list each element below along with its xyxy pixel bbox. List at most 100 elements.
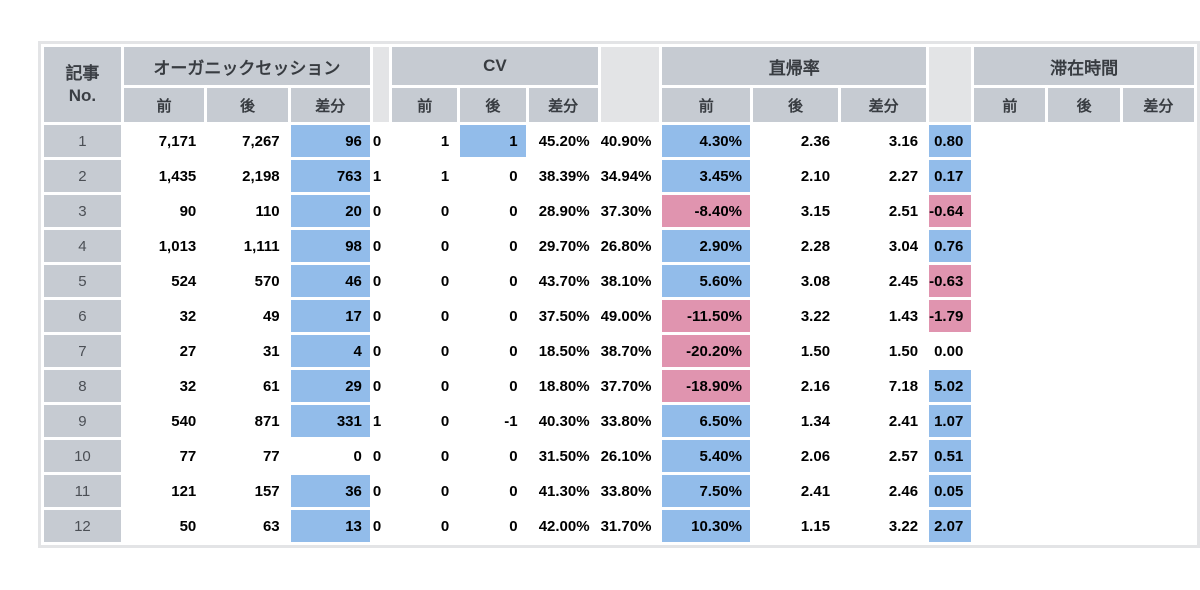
bounce-after-cell: 38.10% [600,265,660,297]
organic-diff-cell: 4 [290,335,370,367]
time-after-cell: 2.46 [841,475,927,507]
bounce-after-cell: 37.30% [600,195,660,227]
cv-before-cell: 0 [372,125,390,157]
time-diff-cell: 0.00 [929,335,972,367]
cv-before-cell: 0 [372,475,390,507]
time-diff-cell: 5.02 [929,370,972,402]
time-before-cell: 3.15 [753,195,839,227]
organic-after-cell: 570 [207,265,288,297]
cv-before-cell: 0 [372,265,390,297]
subheader-organic-diff: 差分 [290,88,370,122]
cv-before-cell: 0 [372,370,390,402]
bounce-before-cell: 40.30% [528,405,598,437]
table-row: 1 7,171 7,267 96 0 1 1 45.20% 40.90% 4.30% 2.36 3.1… [44,125,1194,157]
organic-diff-cell: 96 [290,125,370,157]
organic-diff-cell: 0 [290,440,370,472]
time-after-cell: 2.57 [841,440,927,472]
bounce-after-cell: 40.90% [600,125,660,157]
row-number-cell: 3 [44,195,121,227]
time-diff-cell: 2.07 [929,510,972,542]
subheader-time-after: 後 [1048,88,1120,122]
cv-diff-cell: 0 [460,230,526,262]
row-number-cell: 4 [44,230,121,262]
organic-after-cell: 77 [207,440,288,472]
group-separator [929,47,972,122]
table-row: 2 1,435 2,198 763 1 1 0 38.39% 34.94% 3.45% 2.10 2.… [44,160,1194,192]
organic-diff-cell: 17 [290,300,370,332]
time-before-cell: 3.22 [753,300,839,332]
organic-diff-cell: 13 [290,510,370,542]
time-before-cell: 2.16 [753,370,839,402]
organic-after-cell: 31 [207,335,288,367]
time-before-cell: 2.06 [753,440,839,472]
cv-after-cell: 0 [392,440,458,472]
row-number-cell: 8 [44,370,121,402]
bounce-diff-cell: 10.30% [662,510,750,542]
cv-before-cell: 0 [372,335,390,367]
row-number-cell: 6 [44,300,121,332]
table-row: 11 121 157 36 0 0 0 41.30% 33.80% 7.50% 2.41 2.46 0.… [44,475,1194,507]
metrics-comparison-table: 記事 No. オーガニックセッション CV 直帰率 滞在時間 前 後 差分 前 … [41,44,1197,545]
row-number-cell: 5 [44,265,121,297]
subheader-bounce-after: 後 [753,88,839,122]
table-row: 9 540 871 331 1 0 -1 40.30% 33.80% 6.50% 1.34 2.41 1… [44,405,1194,437]
cv-diff-cell: 0 [460,510,526,542]
cv-diff-cell: 0 [460,370,526,402]
organic-diff-cell: 29 [290,370,370,402]
bounce-before-cell: 29.70% [528,230,598,262]
bounce-after-cell: 33.80% [600,405,660,437]
sub-header-row: 前 後 差分 前 後 差分 前 後 差分 前 後 差分 [44,88,1194,122]
organic-before-cell: 32 [123,300,205,332]
organic-after-cell: 63 [207,510,288,542]
time-before-cell: 1.34 [753,405,839,437]
organic-before-cell: 7,171 [123,125,205,157]
row-number-cell: 2 [44,160,121,192]
cv-after-cell: 0 [392,195,458,227]
bounce-diff-cell: 2.90% [662,230,750,262]
organic-after-cell: 7,267 [207,125,288,157]
group-header-cv: CV [392,47,598,85]
bounce-after-cell: 31.70% [600,510,660,542]
bounce-after-cell: 33.80% [600,475,660,507]
time-after-cell: 2.45 [841,265,927,297]
row-number-cell: 10 [44,440,121,472]
bounce-after-cell: 38.70% [600,335,660,367]
bounce-after-cell: 26.10% [600,440,660,472]
organic-before-cell: 1,013 [123,230,205,262]
time-after-cell: 3.16 [841,125,927,157]
cv-diff-cell: 0 [460,265,526,297]
organic-after-cell: 871 [207,405,288,437]
organic-diff-cell: 763 [290,160,370,192]
time-diff-cell: -0.64 [929,195,972,227]
organic-diff-cell: 36 [290,475,370,507]
time-after-cell: 1.43 [841,300,927,332]
organic-before-cell: 90 [123,195,205,227]
cv-after-cell: 0 [392,405,458,437]
bounce-diff-cell: -8.40% [662,195,750,227]
bounce-diff-cell: -20.20% [662,335,750,367]
bounce-after-cell: 37.70% [600,370,660,402]
cv-after-cell: 0 [392,475,458,507]
organic-diff-cell: 331 [290,405,370,437]
bounce-diff-cell: 5.60% [662,265,750,297]
cv-before-cell: 0 [372,300,390,332]
cv-after-cell: 0 [392,265,458,297]
table-row: 8 32 61 29 0 0 0 18.80% 37.70% -18.90% 2.16 7.18 5.0… [44,370,1194,402]
row-number-cell: 11 [44,475,121,507]
subheader-time-diff: 差分 [1122,88,1194,122]
time-diff-cell: -1.79 [929,300,972,332]
cv-before-cell: 1 [372,160,390,192]
group-header-bounce-rate: 直帰率 [662,47,927,85]
cv-diff-cell: 1 [460,125,526,157]
time-diff-cell: -0.63 [929,265,972,297]
time-after-cell: 3.22 [841,510,927,542]
cv-after-cell: 0 [392,335,458,367]
time-after-cell: 2.41 [841,405,927,437]
organic-before-cell: 77 [123,440,205,472]
cv-diff-cell: -1 [460,405,526,437]
group-header-time-on-page: 滞在時間 [974,47,1194,85]
organic-diff-cell: 98 [290,230,370,262]
bounce-diff-cell: -18.90% [662,370,750,402]
time-before-cell: 1.15 [753,510,839,542]
subheader-cv-after: 後 [460,88,526,122]
